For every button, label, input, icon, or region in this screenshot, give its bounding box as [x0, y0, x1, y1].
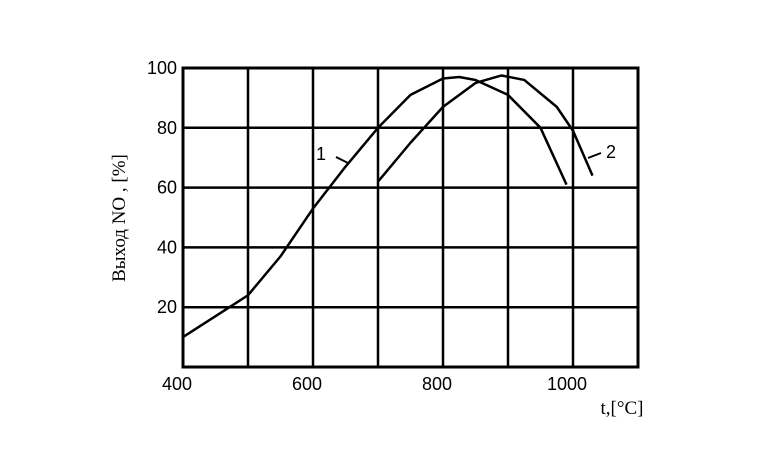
- y-tick-label: 40: [157, 237, 177, 257]
- x-tick-label: 800: [422, 374, 452, 394]
- x-tick-label: 1000: [547, 374, 587, 394]
- y-tick-label: 60: [157, 178, 177, 198]
- y-tick-label: 100: [147, 58, 177, 78]
- label-leader: [335, 156, 349, 164]
- series-label: 2: [606, 142, 616, 162]
- x-axis-label: t,[°C]: [601, 398, 644, 419]
- plot-frame: [181, 66, 640, 369]
- x-tick-label: 400: [162, 374, 192, 394]
- series-label: 1: [316, 144, 326, 164]
- series-line: [182, 75, 568, 339]
- y-tick-label: 20: [157, 297, 177, 317]
- label-leader: [587, 152, 602, 159]
- x-tick-label: 600: [292, 374, 322, 394]
- y-axis-label: Выход NO , [%]: [109, 154, 130, 282]
- y-tick-label: 80: [157, 118, 177, 138]
- series-line: [377, 74, 594, 183]
